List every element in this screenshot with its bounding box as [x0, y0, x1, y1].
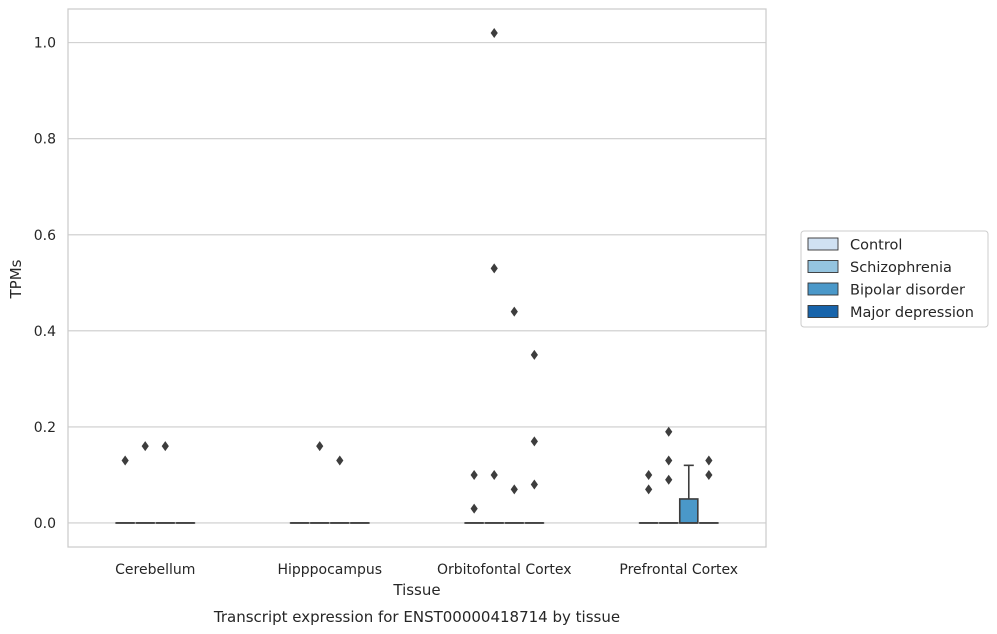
- outlier-points: [121, 28, 713, 514]
- y-axis-title: TPMs: [7, 259, 25, 299]
- outlier-point: [490, 469, 498, 480]
- outlier-point: [530, 349, 538, 360]
- legend-label: Major depression: [850, 305, 974, 321]
- y-tick-label: 0.6: [34, 228, 56, 244]
- x-tick-label: Hipppocampus: [277, 562, 382, 578]
- outlier-point: [705, 455, 713, 466]
- plot-area-frame: [67, 8, 767, 548]
- outlier-point: [470, 469, 478, 480]
- box: [678, 498, 699, 524]
- outlier-point: [490, 263, 498, 274]
- y-tick-label: 0.0: [34, 516, 56, 532]
- x-tick-label: Orbitofontal Cortex: [437, 562, 572, 578]
- y-tick-label: 0.2: [34, 420, 56, 436]
- outlier-point: [121, 455, 129, 466]
- outlier-point: [161, 441, 169, 452]
- legend-swatch: [807, 282, 839, 296]
- legend-swatch: [807, 237, 839, 251]
- outlier-point: [470, 503, 478, 514]
- x-axis-title: Tissue: [392, 581, 440, 599]
- x-tick-label: Cerebellum: [115, 562, 195, 578]
- x-tick-labels: Cerebellum Hipppocampus Orbitofontal Corte…: [115, 562, 738, 578]
- outlier-point: [510, 306, 518, 317]
- outlier-point: [490, 28, 498, 39]
- legend: Control Schizophrenia Bipolar disorder Majo…: [800, 230, 989, 328]
- legend-label: Schizophrenia: [850, 260, 952, 276]
- x-tick-label: Prefrontal Cortex: [619, 562, 738, 578]
- grid-lines: [68, 42, 766, 524]
- legend-label: Control: [850, 238, 902, 254]
- outlier-point: [141, 441, 149, 452]
- outlier-point: [645, 484, 653, 495]
- y-tick-label: 0.8: [34, 132, 56, 148]
- outlier-point: [530, 479, 538, 490]
- outlier-point: [705, 469, 713, 480]
- legend-swatch: [807, 305, 839, 318]
- box-marks: [115, 464, 719, 524]
- legend-frame: [800, 230, 989, 328]
- outlier-point: [665, 455, 673, 466]
- legend-label: Bipolar disorder: [850, 283, 965, 299]
- outlier-point: [316, 441, 324, 452]
- outlier-point: [510, 484, 518, 495]
- outlier-point: [665, 426, 673, 437]
- y-tick-labels: 0.0 0.2 0.4 0.6 0.8 1.0: [34, 36, 56, 532]
- outlier-point: [336, 455, 344, 466]
- legend-swatch: [807, 260, 839, 273]
- y-tick-label: 0.4: [34, 324, 56, 340]
- outlier-point: [665, 474, 673, 485]
- chart-caption: Transcript expression for ENST0000041871…: [213, 608, 620, 626]
- outlier-point: [530, 436, 538, 447]
- y-tick-label: 1.0: [34, 36, 56, 52]
- outlier-point: [645, 469, 653, 480]
